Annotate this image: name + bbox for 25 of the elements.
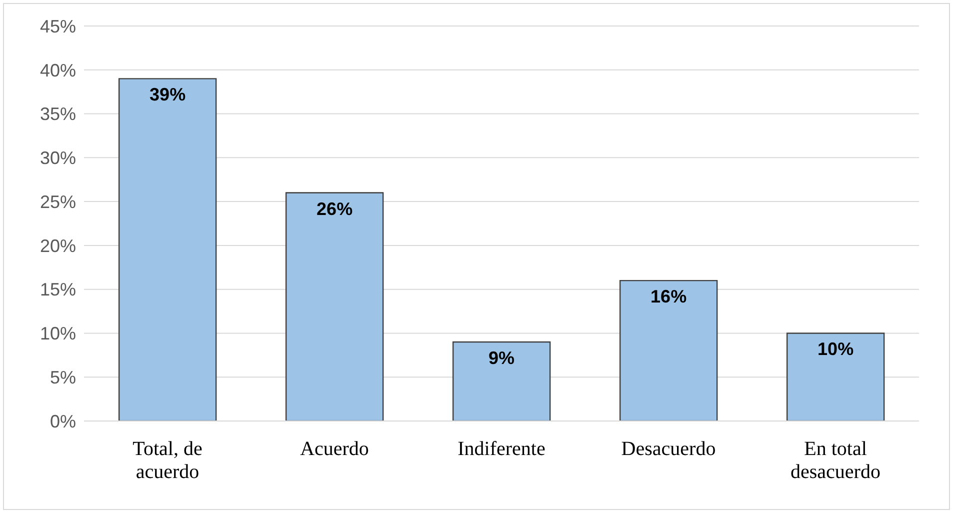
y-tick-label: 20% (40, 236, 76, 256)
x-tick-label: Acuerdo (300, 438, 369, 460)
data-label: 26% (316, 198, 353, 219)
bar (118, 78, 217, 421)
data-label: 16% (650, 286, 687, 307)
y-tick-label: 35% (40, 104, 76, 124)
y-tick-label: 45% (40, 16, 76, 36)
y-tick-label: 0% (50, 411, 76, 432)
y-tick-label: 15% (40, 280, 76, 300)
y-tick-label: 25% (40, 192, 76, 212)
y-tick-label: 5% (50, 368, 76, 388)
data-label: 10% (818, 339, 854, 360)
y-tick-label: 30% (40, 148, 76, 168)
y-tick-label: 10% (40, 324, 76, 344)
x-tick-label: Indiferente (458, 438, 546, 460)
x-tick-label: Total, de acuerdo (132, 438, 202, 483)
bar (619, 280, 718, 421)
data-label: 9% (488, 348, 515, 368)
x-tick-label: Desacuerdo (621, 438, 716, 460)
x-tick-label: En total desacuerdo (790, 438, 880, 483)
bar (285, 192, 384, 421)
data-label: 39% (150, 84, 186, 105)
bar (786, 332, 885, 421)
bar (452, 341, 551, 421)
y-tick-label: 40% (40, 60, 76, 80)
